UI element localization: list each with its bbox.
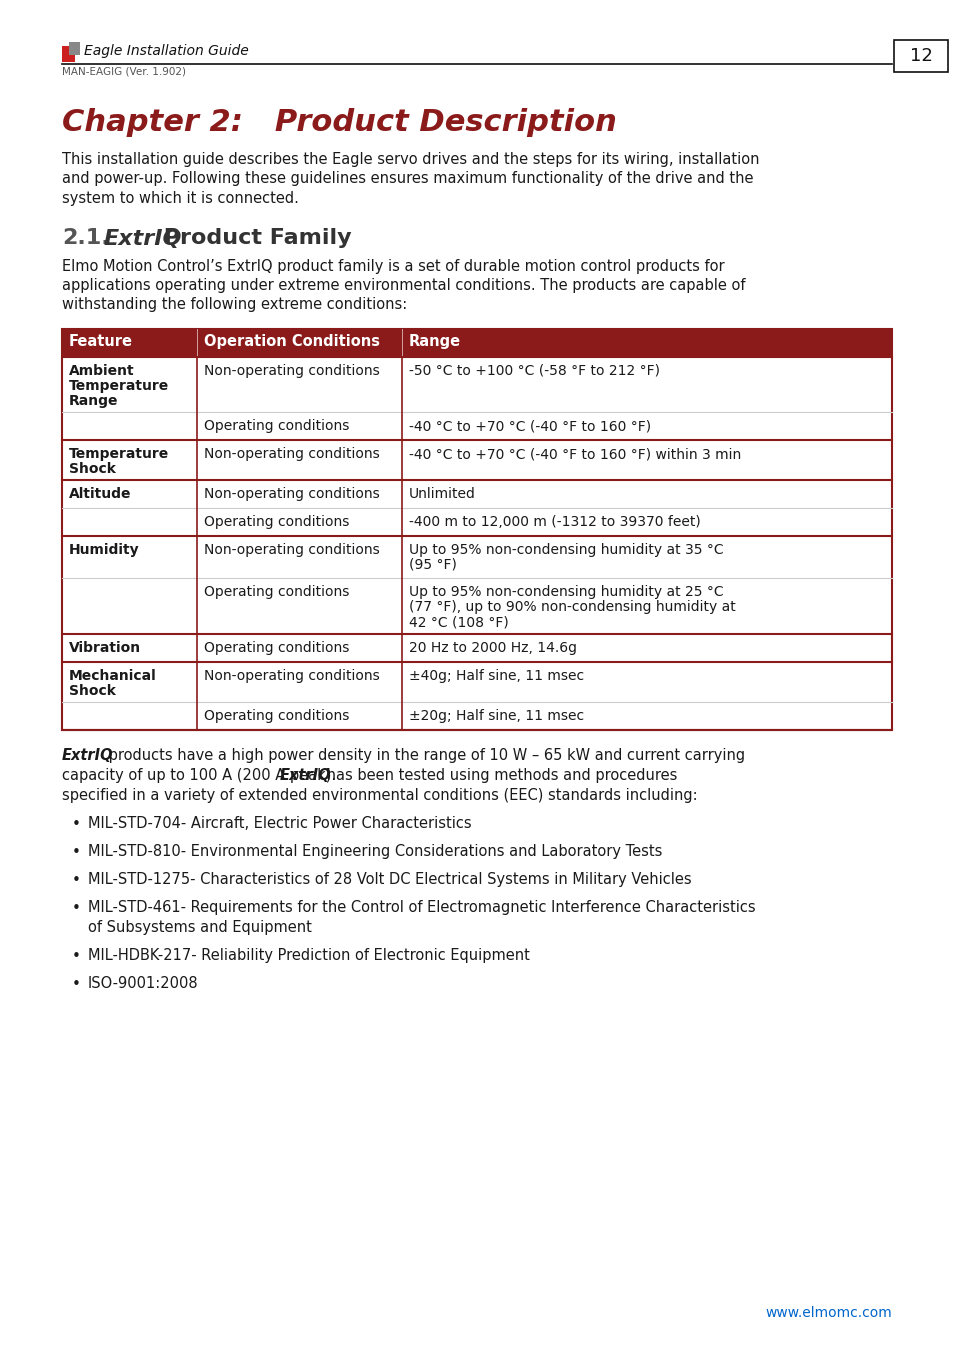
Text: Eagle Installation Guide: Eagle Installation Guide: [84, 45, 249, 58]
Text: withstanding the following extreme conditions:: withstanding the following extreme condi…: [62, 297, 407, 312]
Text: Non-operating conditions: Non-operating conditions: [204, 447, 379, 460]
Text: www.elmomc.com: www.elmomc.com: [764, 1305, 891, 1320]
Text: 20 Hz to 2000 Hz, 14.6g: 20 Hz to 2000 Hz, 14.6g: [409, 641, 577, 655]
Text: Mechanical: Mechanical: [69, 670, 156, 683]
Text: Ambient: Ambient: [69, 364, 134, 378]
Text: ExtrIQ: ExtrIQ: [62, 748, 113, 763]
Text: Product Family: Product Family: [156, 228, 352, 248]
Text: ExtrIQ: ExtrIQ: [104, 228, 182, 248]
Text: 2.1.: 2.1.: [62, 228, 110, 248]
Text: MIL-STD-810- Environmental Engineering Considerations and Laboratory Tests: MIL-STD-810- Environmental Engineering C…: [88, 844, 661, 859]
Text: MIL-STD-461- Requirements for the Control of Electromagnetic Interference Charac: MIL-STD-461- Requirements for the Contro…: [88, 900, 755, 915]
Bar: [62, 702, 891, 730]
Text: Operating conditions: Operating conditions: [204, 585, 349, 599]
Text: Up to 95% non-condensing humidity at 25 °C: Up to 95% non-condensing humidity at 25 …: [409, 585, 723, 599]
Text: has been tested using methods and procedures: has been tested using methods and proced…: [322, 768, 677, 783]
Text: MIL-STD-1275- Characteristics of 28 Volt DC Electrical Systems in Military Vehic: MIL-STD-1275- Characteristics of 28 Volt…: [88, 872, 691, 887]
Text: Feature: Feature: [69, 333, 132, 350]
Text: ±40g; Half sine, 11 msec: ±40g; Half sine, 11 msec: [409, 670, 583, 683]
Text: -50 °C to +100 °C (-58 °F to 212 °F): -50 °C to +100 °C (-58 °F to 212 °F): [409, 364, 659, 378]
Bar: [62, 578, 891, 634]
Text: ±20g; Half sine, 11 msec: ±20g; Half sine, 11 msec: [409, 709, 583, 724]
Bar: [62, 634, 891, 662]
Text: specified in a variety of extended environmental conditions (EEC) standards incl: specified in a variety of extended envir…: [62, 788, 697, 803]
Text: •: •: [71, 977, 81, 992]
Text: Elmo Motion Control’s ExtrIQ product family is a set of durable motion control p: Elmo Motion Control’s ExtrIQ product fam…: [62, 258, 724, 274]
Text: and power-up. Following these guidelines ensures maximum functionality of the dr: and power-up. Following these guidelines…: [62, 171, 753, 186]
Text: 42 °C (108 °F): 42 °C (108 °F): [409, 616, 508, 629]
Text: (95 °F): (95 °F): [409, 558, 456, 572]
Text: Chapter 2:   Product Description: Chapter 2: Product Description: [62, 108, 617, 136]
Text: Altitude: Altitude: [69, 487, 132, 501]
Text: 12: 12: [908, 47, 931, 65]
Text: capacity of up to 100 A (200 A peak).: capacity of up to 100 A (200 A peak).: [62, 768, 340, 783]
Text: •: •: [71, 949, 81, 964]
Text: Operating conditions: Operating conditions: [204, 514, 349, 529]
Text: (77 °F), up to 90% non-condensing humidity at: (77 °F), up to 90% non-condensing humidi…: [409, 599, 735, 614]
Text: -40 °C to +70 °C (-40 °F to 160 °F) within 3 min: -40 °C to +70 °C (-40 °F to 160 °F) with…: [409, 447, 740, 460]
Text: Shock: Shock: [69, 462, 115, 477]
Text: of Subsystems and Equipment: of Subsystems and Equipment: [88, 919, 312, 936]
Text: Humidity: Humidity: [69, 543, 139, 558]
Text: Range: Range: [69, 394, 118, 408]
Text: MIL-HDBK-217- Reliability Prediction of Electronic Equipment: MIL-HDBK-217- Reliability Prediction of …: [88, 948, 529, 963]
Text: Shock: Shock: [69, 684, 115, 698]
Text: Non-operating conditions: Non-operating conditions: [204, 364, 379, 378]
Text: •: •: [71, 900, 81, 917]
Text: Operating conditions: Operating conditions: [204, 641, 349, 655]
Text: This installation guide describes the Eagle servo drives and the steps for its w: This installation guide describes the Ea…: [62, 153, 759, 167]
Text: Operation Conditions: Operation Conditions: [204, 333, 379, 350]
Bar: [62, 329, 891, 356]
Bar: [893, 40, 947, 72]
Text: Up to 95% non-condensing humidity at 35 °C: Up to 95% non-condensing humidity at 35 …: [409, 543, 723, 558]
Text: Non-operating conditions: Non-operating conditions: [204, 543, 379, 558]
Text: MAN-EAGIG (Ver. 1.902): MAN-EAGIG (Ver. 1.902): [62, 68, 186, 77]
Text: products have a high power density in the range of 10 W – 65 kW and current carr: products have a high power density in th…: [104, 748, 744, 763]
Text: Vibration: Vibration: [69, 641, 141, 655]
Text: Operating conditions: Operating conditions: [204, 418, 349, 433]
Text: Non-operating conditions: Non-operating conditions: [204, 670, 379, 683]
Text: •: •: [71, 817, 81, 832]
Text: Operating conditions: Operating conditions: [204, 709, 349, 724]
Text: -400 m to 12,000 m (-1312 to 39370 feet): -400 m to 12,000 m (-1312 to 39370 feet): [409, 514, 700, 529]
Text: Non-operating conditions: Non-operating conditions: [204, 487, 379, 501]
Bar: [62, 536, 891, 578]
Bar: [62, 662, 891, 702]
Bar: [62, 481, 891, 508]
Text: Temperature: Temperature: [69, 379, 169, 393]
Text: Unlimited: Unlimited: [409, 487, 476, 501]
Text: MIL-STD-704- Aircraft, Electric Power Characteristics: MIL-STD-704- Aircraft, Electric Power Ch…: [88, 815, 471, 832]
Bar: [62, 46, 75, 62]
Text: •: •: [71, 845, 81, 860]
Text: applications operating under extreme environmental conditions. The products are : applications operating under extreme env…: [62, 278, 744, 293]
Text: system to which it is connected.: system to which it is connected.: [62, 190, 298, 207]
Bar: [62, 508, 891, 536]
Bar: [62, 412, 891, 440]
Text: -40 °C to +70 °C (-40 °F to 160 °F): -40 °C to +70 °C (-40 °F to 160 °F): [409, 418, 651, 433]
Bar: [62, 329, 891, 730]
Bar: [69, 42, 80, 55]
Text: •: •: [71, 873, 81, 888]
Bar: [62, 440, 891, 481]
Text: ExtrIQ: ExtrIQ: [280, 768, 331, 783]
Text: Range: Range: [409, 333, 460, 350]
Text: ISO-9001:2008: ISO-9001:2008: [88, 976, 198, 991]
Text: Temperature: Temperature: [69, 447, 169, 460]
Bar: [62, 356, 891, 412]
